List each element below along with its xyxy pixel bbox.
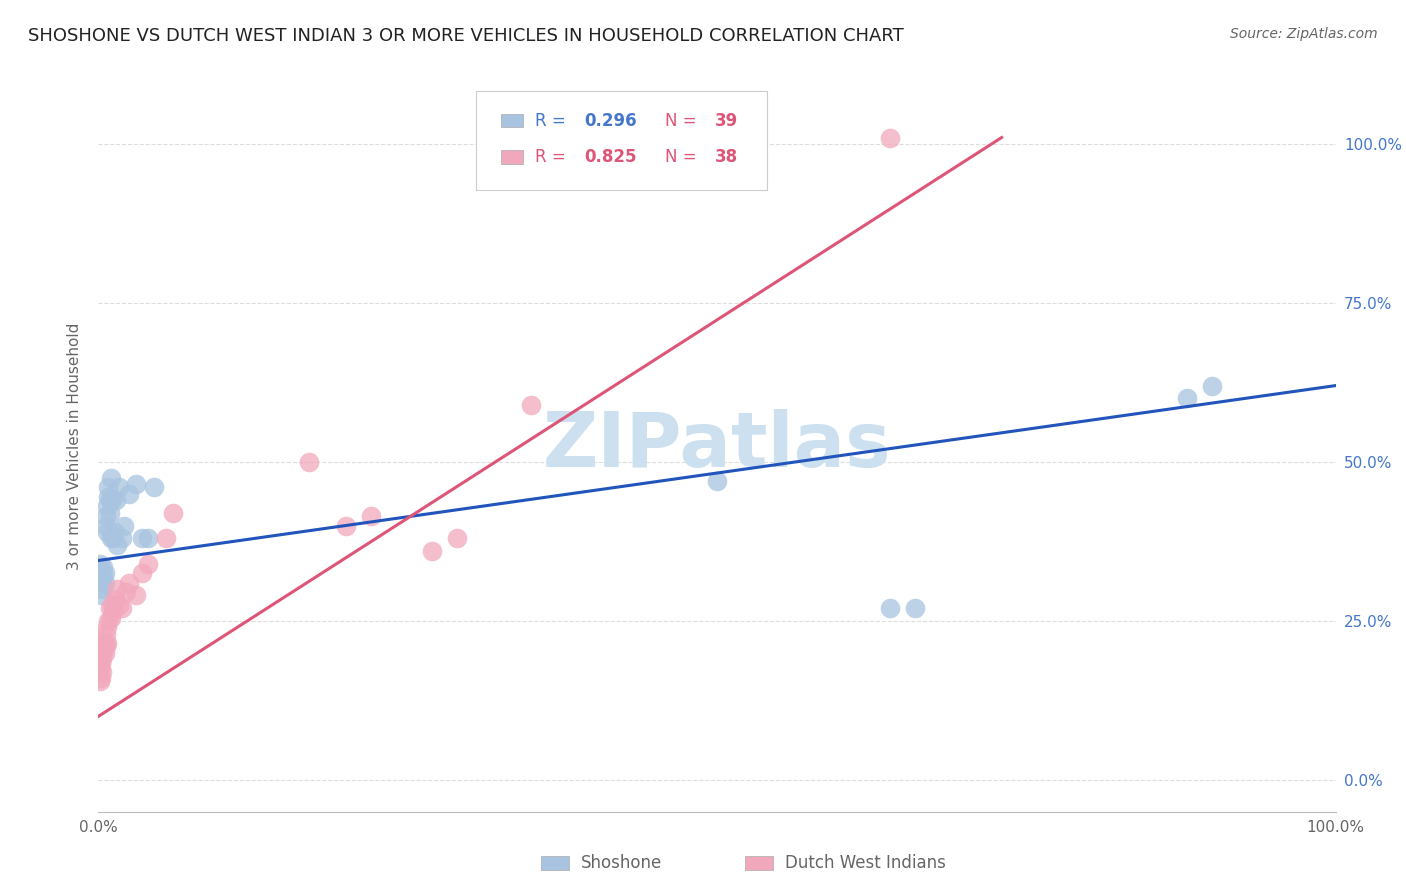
Point [89,674,111,689]
FancyBboxPatch shape [475,91,766,190]
Point [93,636,115,650]
Text: Dutch West Indians: Dutch West Indians [785,855,945,872]
Point [335,518,357,533]
Point [97,614,120,628]
Point [94,518,117,533]
Point [98,493,121,508]
Point [108,598,131,612]
Point [103,531,125,545]
FancyBboxPatch shape [501,114,523,127]
Point [111,531,134,545]
Point [96,620,118,634]
Text: R =: R = [536,112,571,129]
Point [90,589,112,603]
Point [87,648,110,663]
Text: 0.825: 0.825 [585,148,637,166]
Point [136,531,159,545]
Text: R =: R = [536,148,571,166]
Point [101,493,124,508]
Point [118,575,141,590]
Point [118,486,141,500]
Point [100,531,122,545]
Point [87,563,110,577]
Point [131,531,153,545]
Point [89,662,111,676]
Point [91,582,114,596]
Y-axis label: 3 or more Vehicles in Household: 3 or more Vehicles in Household [67,322,83,570]
Point [97,480,120,494]
Point [422,544,444,558]
Text: 39: 39 [714,112,738,129]
Point [706,474,728,488]
Point [93,569,115,583]
Point [520,398,543,412]
Point [103,591,125,606]
Point [97,490,120,504]
Point [105,582,128,596]
Point [155,531,177,545]
Point [90,658,112,673]
Point [879,130,901,145]
Point [104,493,127,508]
Point [96,636,118,650]
Point [93,632,115,647]
Text: Shoshone: Shoshone [581,855,662,872]
Point [114,585,136,599]
Point [904,601,927,615]
Point [98,601,121,615]
Point [91,573,114,587]
Point [446,531,468,545]
Point [93,646,115,660]
Point [111,601,134,615]
Text: Source: ZipAtlas.com: Source: ZipAtlas.com [1230,27,1378,41]
Point [143,480,166,494]
Point [96,524,118,539]
Point [101,598,124,612]
Text: 0.296: 0.296 [585,112,637,129]
Point [108,480,131,494]
Point [124,477,146,491]
Point [124,589,146,603]
Point [94,640,117,654]
Point [162,506,184,520]
Point [93,575,115,590]
Point [298,455,321,469]
Point [131,566,153,581]
Text: SHOSHONE VS DUTCH WEST INDIAN 3 OR MORE VEHICLES IN HOUSEHOLD CORRELATION CHART: SHOSHONE VS DUTCH WEST INDIAN 3 OR MORE … [28,27,904,45]
Point [103,524,125,539]
Point [94,508,117,523]
Text: N =: N = [665,112,702,129]
Point [1201,378,1223,392]
Point [90,563,112,577]
Text: ZIPatlas: ZIPatlas [543,409,891,483]
Point [89,569,111,583]
Point [105,538,128,552]
Text: N =: N = [665,148,702,166]
Point [93,646,115,660]
Point [136,557,159,571]
Point [91,665,114,679]
Point [89,557,111,571]
Point [96,500,118,514]
Point [94,626,117,640]
Point [112,518,135,533]
Point [91,652,114,666]
Point [93,559,115,574]
Point [100,611,122,625]
Point [98,506,121,520]
Point [90,671,112,685]
Point [1175,392,1198,406]
Point [100,471,122,485]
Point [103,604,125,618]
FancyBboxPatch shape [501,151,523,163]
Point [879,601,901,615]
Point [93,566,115,581]
Text: 38: 38 [714,148,738,166]
Point [360,508,382,523]
